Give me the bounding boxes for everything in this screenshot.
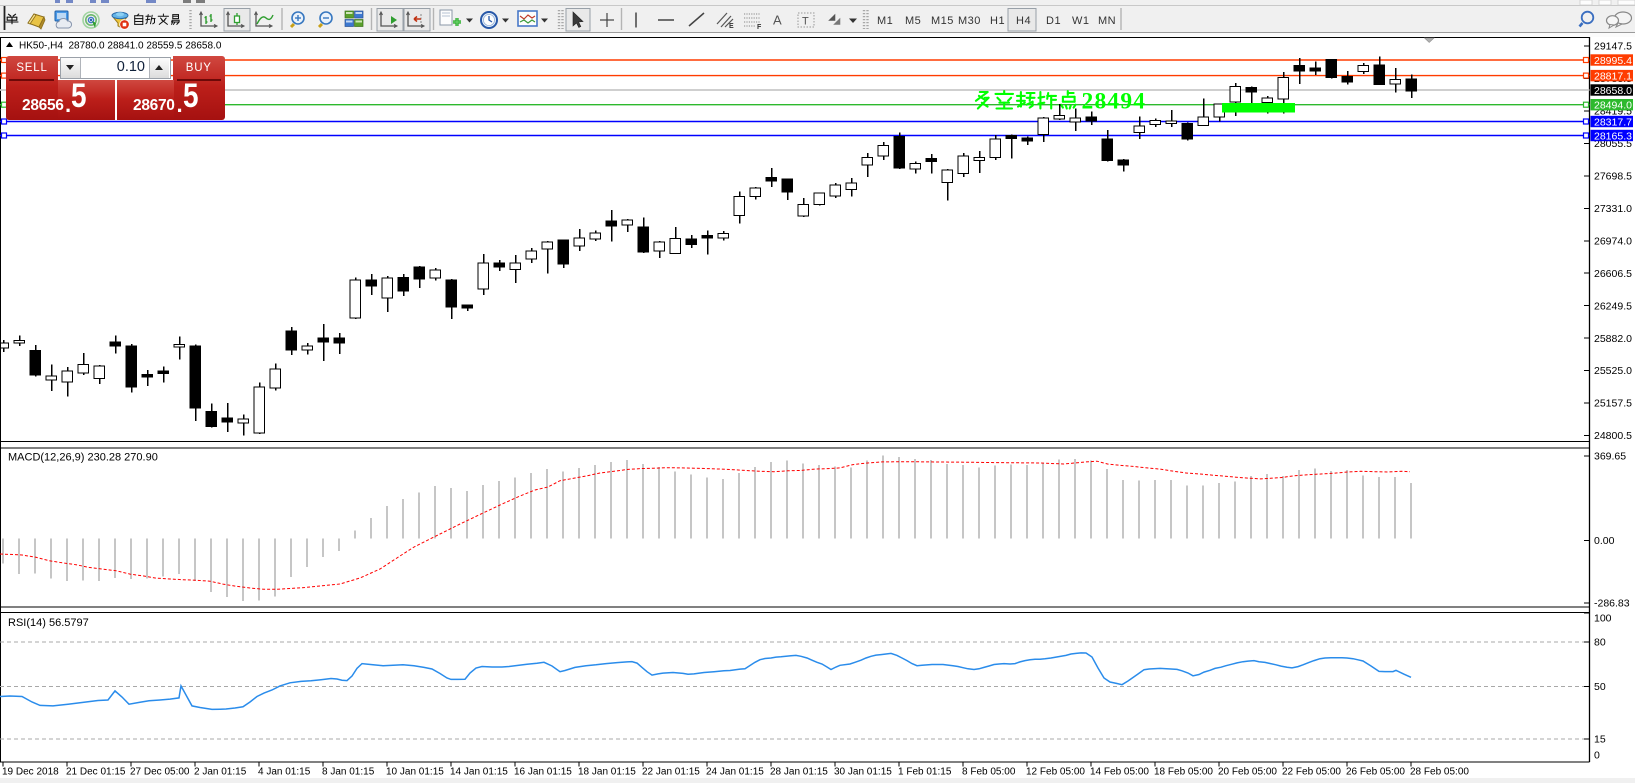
- svg-text:25882.0: 25882.0: [1594, 333, 1632, 345]
- svg-text:16 Jan 01:15: 16 Jan 01:15: [514, 767, 572, 778]
- svg-text:28494.0: 28494.0: [1594, 100, 1632, 112]
- svg-text:28 Jan 01:15: 28 Jan 01:15: [770, 767, 828, 778]
- svg-text:29147.5: 29147.5: [1594, 41, 1632, 53]
- svg-text:D1: D1: [1046, 15, 1061, 27]
- svg-text:10 Jan 01:15: 10 Jan 01:15: [386, 767, 444, 778]
- svg-text:M30: M30: [958, 15, 981, 27]
- svg-text:F: F: [757, 24, 762, 31]
- svg-text:27 Dec 05:00: 27 Dec 05:00: [130, 767, 190, 778]
- svg-text:20 Feb 05:00: 20 Feb 05:00: [1218, 767, 1277, 778]
- svg-text:MACD(12,26,9) 230.28 270.90: MACD(12,26,9) 230.28 270.90: [8, 452, 158, 464]
- svg-text:E: E: [729, 23, 734, 30]
- svg-text:18 Feb 05:00: 18 Feb 05:00: [1154, 767, 1213, 778]
- svg-text:26 Feb 05:00: 26 Feb 05:00: [1346, 767, 1405, 778]
- svg-text:-286.83: -286.83: [1594, 598, 1630, 610]
- svg-text:30 Jan 01:15: 30 Jan 01:15: [834, 767, 892, 778]
- svg-text:M5: M5: [905, 15, 921, 27]
- svg-text:2 Jan 01:15: 2 Jan 01:15: [194, 767, 247, 778]
- svg-text:28317.7: 28317.7: [1594, 116, 1632, 128]
- svg-text:28 Feb 05:00: 28 Feb 05:00: [1410, 767, 1469, 778]
- svg-text:8 Jan 01:15: 8 Jan 01:15: [322, 767, 375, 778]
- svg-text:H1: H1: [990, 15, 1005, 27]
- svg-text:0: 0: [1594, 750, 1600, 762]
- svg-text:24 Jan 01:15: 24 Jan 01:15: [706, 767, 764, 778]
- svg-text:T: T: [802, 16, 809, 28]
- svg-text:M15: M15: [931, 15, 954, 27]
- svg-text:HK50-,H4 28780.0 28841.0 2855: HK50-,H4 28780.0 28841.0 28559.5 28658.0: [19, 41, 222, 52]
- svg-text:14 Feb 05:00: 14 Feb 05:00: [1090, 767, 1149, 778]
- svg-text:28165.3: 28165.3: [1594, 130, 1632, 142]
- svg-text:0.00: 0.00: [1594, 535, 1615, 547]
- svg-text:H4: H4: [1016, 15, 1031, 27]
- svg-text:25525.0: 25525.0: [1594, 365, 1632, 377]
- svg-text:24800.5: 24800.5: [1594, 430, 1632, 442]
- svg-text:25157.5: 25157.5: [1594, 398, 1632, 410]
- svg-text:22 Feb 05:00: 22 Feb 05:00: [1282, 767, 1341, 778]
- svg-text:26974.0: 26974.0: [1594, 235, 1632, 247]
- svg-text:28995.4: 28995.4: [1594, 55, 1632, 67]
- svg-text:26249.5: 26249.5: [1594, 300, 1632, 312]
- svg-text:50: 50: [1594, 681, 1606, 693]
- svg-text:28817.1: 28817.1: [1594, 70, 1632, 82]
- svg-text:RSI(14) 56.5797: RSI(14) 56.5797: [8, 617, 89, 629]
- svg-text:W1: W1: [1072, 15, 1090, 27]
- svg-text:28494: 28494: [1082, 89, 1147, 115]
- svg-text:14 Jan 01:15: 14 Jan 01:15: [450, 767, 508, 778]
- svg-text:27331.0: 27331.0: [1594, 203, 1632, 215]
- svg-text:A: A: [773, 13, 782, 28]
- svg-text:MN: MN: [1098, 15, 1116, 27]
- svg-text:369.65: 369.65: [1594, 451, 1626, 463]
- svg-text:19 Dec 2018: 19 Dec 2018: [2, 767, 59, 778]
- svg-text:12 Feb 05:00: 12 Feb 05:00: [1026, 767, 1085, 778]
- svg-text:4 Jan 01:15: 4 Jan 01:15: [258, 767, 311, 778]
- svg-text:18 Jan 01:15: 18 Jan 01:15: [578, 767, 636, 778]
- svg-text:15: 15: [1594, 734, 1606, 746]
- svg-text:M1: M1: [877, 15, 893, 27]
- svg-text:26606.5: 26606.5: [1594, 268, 1632, 280]
- svg-text:100: 100: [1594, 613, 1612, 625]
- svg-text:8 Feb 05:00: 8 Feb 05:00: [962, 767, 1016, 778]
- svg-text:21 Dec 01:15: 21 Dec 01:15: [66, 767, 126, 778]
- svg-text:1 Feb 01:15: 1 Feb 01:15: [898, 767, 952, 778]
- svg-text:28658.0: 28658.0: [1594, 85, 1632, 97]
- svg-text:27698.5: 27698.5: [1594, 170, 1632, 182]
- svg-text:22 Jan 01:15: 22 Jan 01:15: [642, 767, 700, 778]
- svg-text:80: 80: [1594, 637, 1606, 649]
